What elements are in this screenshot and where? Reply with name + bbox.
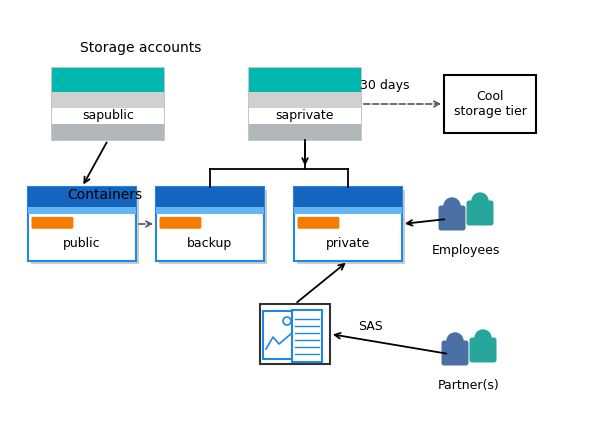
Bar (52, 68, 164, 92)
Bar (52, 124, 164, 140)
Bar (31, 190, 139, 264)
Bar (249, 124, 361, 140)
Bar (156, 187, 264, 261)
Bar (260, 304, 330, 364)
Text: backup: backup (187, 237, 233, 250)
Bar (263, 311, 295, 359)
Bar (294, 207, 402, 214)
FancyBboxPatch shape (442, 341, 468, 365)
Circle shape (475, 330, 491, 346)
Bar (294, 187, 402, 207)
FancyBboxPatch shape (469, 337, 497, 362)
Text: public: public (63, 237, 101, 250)
Text: Storage accounts: Storage accounts (80, 41, 201, 55)
Bar (294, 187, 402, 261)
Circle shape (444, 198, 460, 214)
Bar (297, 190, 405, 264)
Text: 30 days: 30 days (360, 79, 410, 92)
Bar (292, 310, 322, 362)
Bar (156, 187, 264, 207)
Text: Cool
storage tier: Cool storage tier (454, 90, 527, 118)
Text: SAS: SAS (358, 320, 383, 333)
Text: Partner(s): Partner(s) (438, 379, 500, 392)
Bar (52, 108, 164, 124)
Circle shape (472, 193, 488, 209)
FancyBboxPatch shape (297, 217, 339, 229)
FancyBboxPatch shape (160, 217, 201, 229)
Text: Employees: Employees (432, 244, 500, 257)
Text: Containers: Containers (67, 188, 142, 202)
Circle shape (447, 333, 463, 349)
Bar (249, 68, 361, 92)
Bar (249, 108, 361, 124)
Text: sapublic: sapublic (82, 109, 134, 123)
FancyBboxPatch shape (466, 201, 494, 226)
Bar (249, 92, 361, 108)
Bar (156, 207, 264, 214)
Bar (28, 187, 136, 261)
Bar (28, 207, 136, 214)
FancyBboxPatch shape (31, 217, 74, 229)
Bar (249, 68, 361, 140)
Text: saprivate: saprivate (276, 109, 334, 123)
Bar (444, 75, 536, 133)
Text: private: private (326, 237, 370, 250)
Bar (52, 68, 164, 140)
FancyBboxPatch shape (438, 206, 465, 230)
Bar (159, 190, 267, 264)
Bar (52, 92, 164, 108)
Bar (28, 187, 136, 207)
